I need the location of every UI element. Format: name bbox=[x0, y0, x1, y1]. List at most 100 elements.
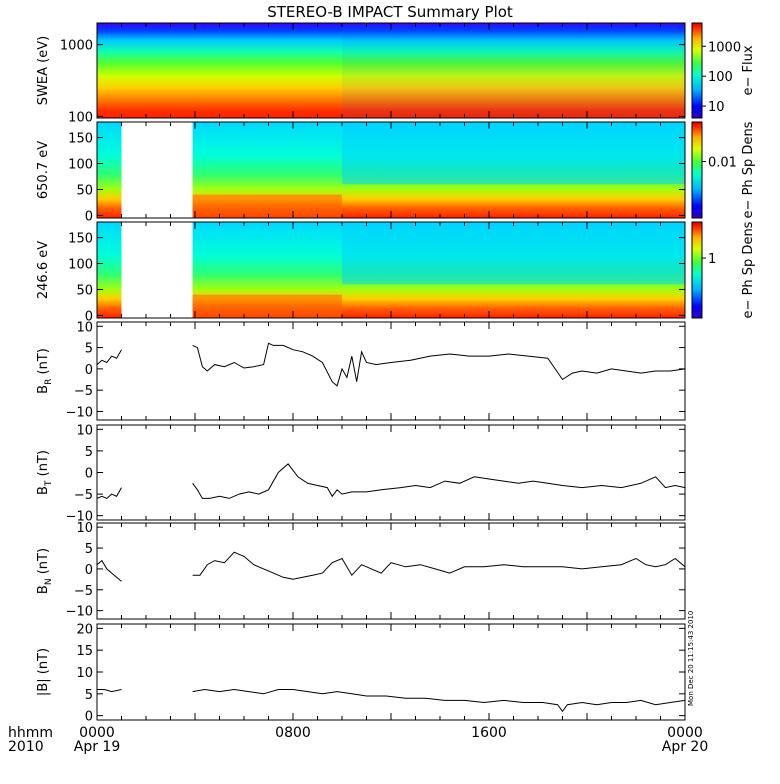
panel-bn-trace bbox=[192, 551, 686, 580]
panel-btot-ylabel-main: |B| (nT) bbox=[36, 648, 51, 696]
panel-pad650-data-gap bbox=[121, 122, 193, 218]
panel-pad246-colorbar-label: e− Ph Sp Dens bbox=[741, 221, 756, 318]
panel-pad246-colorbar: 1 e− Ph Sp Dens bbox=[691, 221, 756, 319]
panel-pad650-ylabel: 650.7 eV bbox=[36, 141, 51, 199]
panel-bt-ytick-label: −10 bbox=[66, 510, 93, 525]
panel-bt-ylabel-main: B bbox=[36, 486, 51, 495]
panel-pad650-spectrogram bbox=[97, 122, 685, 218]
panel-swea-ylabel: SWEA (eV) bbox=[36, 36, 51, 105]
time-tick-label: 1600 bbox=[471, 725, 507, 741]
panel-pad246-ytick-label: 100 bbox=[68, 258, 93, 273]
panel-swea-colorbar-gradient bbox=[692, 23, 702, 118]
panel-pad650-colorbar-gradient bbox=[692, 122, 702, 218]
panel-bn-ylabel-main: B bbox=[36, 585, 51, 594]
panel-bt-ytick-label: 0 bbox=[85, 467, 93, 482]
panel-bn-ytick-label: −10 bbox=[66, 605, 93, 620]
panel-pad246-ylabel: 246.6 eV bbox=[36, 241, 51, 299]
panel-bn-ylabel: BN (nT) bbox=[36, 548, 54, 594]
panel-pad246: 1 e− Ph Sp Dens 0 50 100 150 246.6 eV bbox=[36, 221, 756, 324]
time-tick-date: Apr 19 bbox=[74, 739, 120, 755]
panel-br-ytick-label: −10 bbox=[66, 405, 93, 420]
panel-br-ytick-label: 0 bbox=[85, 363, 93, 378]
panel-bn-ytick-label: 5 bbox=[85, 542, 93, 557]
time-tick-label: 0800 bbox=[275, 725, 311, 741]
panel-swea-ytick-label: 100 bbox=[68, 110, 93, 125]
panel-btot-ytick-label: 5 bbox=[85, 688, 93, 703]
panel-br-ytick-label: −5 bbox=[74, 384, 93, 399]
panel-pad650-enhanced-band bbox=[192, 194, 342, 218]
panel-btot-frame bbox=[96, 623, 686, 721]
panel-pad246-depleted-region bbox=[342, 222, 685, 285]
panel-br-ylabel-subscript: R bbox=[44, 379, 54, 385]
generation-timestamp: Mon Dec 20 11:15:43 2010 bbox=[687, 611, 695, 706]
panel-btot: 0 5 10 15 20 |B| (nT) bbox=[36, 622, 686, 725]
panel-bt-ytick-label: −5 bbox=[74, 488, 93, 503]
panel-bn-ytick-label: 10 bbox=[76, 521, 93, 536]
time-tick-label: 0000 bbox=[667, 725, 703, 741]
panel-bt-ylabel: BT (nT) bbox=[36, 450, 54, 495]
panel-swea-ytick-label: 1000 bbox=[60, 39, 93, 54]
panel-pad246-colorbar-gradient bbox=[692, 222, 702, 318]
panel-br-trace bbox=[96, 349, 122, 365]
panel-pad246-colorbar-frame bbox=[691, 221, 703, 319]
panel-pad246-ylabel-main: 246.6 eV bbox=[36, 241, 51, 299]
panel-bn-ylabel-unit: (nT) bbox=[36, 548, 51, 578]
panel-pad650-colorbar-label: e− Ph Sp Dens bbox=[741, 121, 756, 218]
panel-pad650-ytick-label: 50 bbox=[76, 183, 93, 198]
panel-bt-ytick-label: 5 bbox=[85, 445, 93, 460]
panel-bt: −10 −5 0 5 10 BT (nT) bbox=[36, 423, 686, 525]
panel-swea-colorbar-label: e− Flux bbox=[741, 45, 756, 95]
panel-bn-frame bbox=[96, 522, 686, 620]
panel-br-ylabel-unit: (nT) bbox=[36, 348, 51, 378]
panel-swea-colormap bbox=[97, 23, 685, 118]
panel-pad246-colorbar-tick-label: 1 bbox=[708, 252, 716, 267]
panel-pad246-spectrogram bbox=[97, 222, 685, 318]
panel-pad650-ytick-label: 100 bbox=[68, 158, 93, 173]
plot-title: STEREO-B IMPACT Summary Plot bbox=[267, 3, 513, 21]
panel-btot-trace bbox=[192, 688, 686, 713]
panel-swea-spectrogram bbox=[97, 23, 685, 118]
panel-pad246-data-gap bbox=[121, 222, 193, 318]
panel-swea-colorbar-frame bbox=[691, 22, 703, 119]
axis-corner-year: 2010 bbox=[8, 739, 44, 755]
panel-bt-trace bbox=[192, 463, 686, 499]
panel-pad650-ytick-label: 150 bbox=[68, 132, 93, 147]
panel-swea-later-flux bbox=[342, 23, 685, 118]
panel-btot-ytick-label: 15 bbox=[76, 644, 93, 659]
panel-pad246-ytick-label: 150 bbox=[68, 232, 93, 247]
axis-corner-hhmm: hhmm bbox=[8, 725, 53, 741]
time-tick-label: 0000 bbox=[79, 725, 115, 741]
panel-btot-ytick-label: 20 bbox=[76, 622, 93, 637]
panel-pad650-colorbar-frame bbox=[691, 121, 703, 219]
time-tick-date: Apr 20 bbox=[662, 739, 708, 755]
panel-bn-ytick-label: 0 bbox=[85, 563, 93, 578]
panel-swea-colorbar: 10 100 1000 e− Flux bbox=[691, 22, 756, 119]
panel-br-ytick-label: 10 bbox=[76, 320, 93, 335]
panel-bt-ytick-label: 10 bbox=[76, 423, 93, 438]
panel-bt-frame bbox=[96, 424, 686, 521]
panel-pad650-depleted-region bbox=[342, 122, 685, 185]
panel-pad246-ytick-label: 50 bbox=[76, 283, 93, 298]
panel-btot-ylabel: |B| (nT) bbox=[36, 648, 51, 696]
panel-br-ytick-label: 5 bbox=[85, 342, 93, 357]
panel-br: −10 −5 0 5 10 BR (nT) bbox=[36, 320, 686, 421]
panel-bn-trace bbox=[96, 559, 122, 582]
panel-swea-colorbar-tick-label: 10 bbox=[708, 100, 725, 115]
panel-pad650-ylabel-main: 650.7 eV bbox=[36, 141, 51, 199]
panel-br-ylabel: BR (nT) bbox=[36, 348, 54, 394]
panel-br-ylabel-main: B bbox=[36, 385, 51, 394]
panel-bt-trace bbox=[96, 487, 122, 499]
panel-swea-colorbar-tick-label: 100 bbox=[708, 70, 733, 85]
panel-btot-ytick-label: 0 bbox=[85, 710, 93, 725]
panel-bt-ylabel-subscript: T bbox=[44, 480, 54, 487]
panel-pad650-colorbar: 0.01 e− Ph Sp Dens bbox=[691, 121, 756, 219]
panel-bn-ylabel-subscript: N bbox=[44, 578, 54, 585]
panel-swea-ylabel-main: SWEA (eV) bbox=[36, 36, 51, 105]
panel-pad650: 0.01 e− Ph Sp Dens 0 50 100 150 650.7 eV bbox=[36, 121, 756, 224]
panel-br-trace bbox=[192, 342, 686, 387]
panel-pad650-ytick-label: 0 bbox=[85, 209, 93, 224]
panel-swea-colorbar-tick-label: 1000 bbox=[708, 40, 741, 55]
